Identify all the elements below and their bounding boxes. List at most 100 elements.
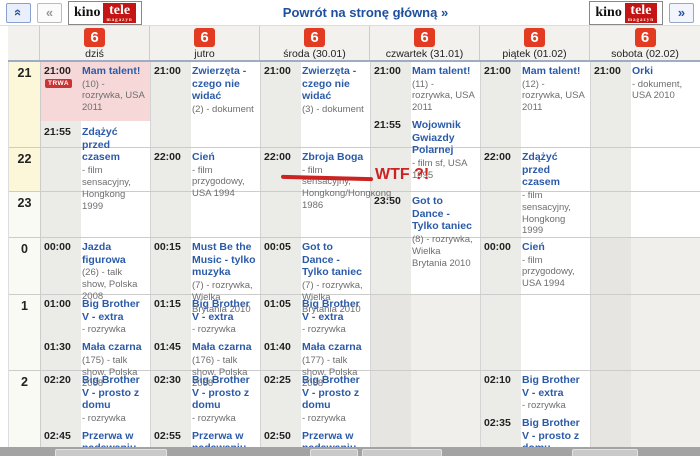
program-details: - rozrywka	[302, 412, 346, 424]
program-title-link[interactable]: Big Brother V - extra	[522, 374, 580, 399]
program-body: Mała czarna (177) - talk show, Polska 200…	[301, 341, 370, 390]
program-time-text: 02:55	[154, 429, 181, 442]
program-title-link[interactable]: Mała czarna	[82, 341, 142, 354]
program-time: 02:30	[151, 374, 191, 425]
program-time: 22:00	[151, 151, 191, 200]
program-time: 02:55	[151, 430, 191, 455]
program-title-link[interactable]: Big Brother V - extra	[82, 298, 140, 323]
program-details: (12) - rozrywka, USA 2011	[522, 78, 585, 114]
program-entry: 21:55 Zdążyć przed czasem - film sensacyjn…	[41, 126, 150, 212]
program-time-text: 00:15	[154, 241, 181, 253]
program-time: 00:00	[41, 241, 81, 303]
program-title-link[interactable]: Big Brother V - prosto z domu	[192, 374, 250, 412]
kinotele-logo-right[interactable]: kino tele magazyn	[589, 0, 663, 25]
program-details: (177) - talk show, Polska 2008	[302, 354, 358, 390]
day-header-tab[interactable]: 6 jutro	[150, 26, 260, 60]
previous-days-button[interactable]: «	[37, 2, 62, 23]
program-time: 21:00	[481, 65, 521, 114]
schedule-row: 2 02:20 Big Brother V - prosto z domu - roz…	[9, 371, 700, 456]
schedule-cell	[371, 295, 481, 370]
day-label: dziś	[85, 48, 104, 60]
program-title-link[interactable]: Cień	[522, 241, 545, 253]
chevron-left-icon: «	[45, 5, 54, 20]
program-entry: 02:25 Big Brother V - prosto z domu - rozr…	[261, 374, 370, 425]
day-header-tab[interactable]: 6 piątek (01.02)	[480, 26, 590, 60]
schedule-cell: 00:15 Must Be the Music - tylko muzyka (7)…	[151, 238, 261, 315]
bottom-cutoff-strip	[0, 447, 700, 456]
next-days-button[interactable]: »	[669, 2, 694, 23]
program-title-link[interactable]: Must Be the Music - tylko muzyka	[192, 241, 256, 279]
program-title-link[interactable]: Big Brother V - extra	[302, 298, 360, 323]
program-time: 01:40	[261, 341, 301, 390]
program-title-link[interactable]: Mała czarna	[302, 341, 362, 354]
schedule-cell: 23:50 Got to Dance - Tylko taniec (8) - ro…	[371, 192, 481, 269]
program-title-link[interactable]: Big Brother V - prosto z domu	[302, 374, 360, 412]
program-title-link[interactable]: Mam talent!	[522, 65, 581, 77]
program-details: (175) - talk show, Polska 2008	[82, 354, 138, 390]
program-time-text: 01:00	[44, 298, 71, 310]
schedule-cell	[151, 192, 261, 237]
program-entry: 21:00 Zwierzęta - czego nie widać (2) - do…	[151, 65, 260, 116]
day-header-tab[interactable]: 6 dziś	[40, 26, 150, 60]
program-title-link[interactable]: Big Brother V - extra	[192, 298, 250, 323]
program-title-link[interactable]: Got to Dance - Tylko taniec	[302, 241, 362, 279]
schedule-cell	[481, 192, 591, 237]
program-body: Big Brother V - extra - rozrywka	[81, 298, 150, 336]
back-to-homepage-link[interactable]: Powrót na stronę główną »	[282, 5, 449, 20]
scroll-top-button[interactable]: «	[6, 2, 31, 23]
program-entry: 21:00 Zwierzęta - czego nie widać (3) - do…	[261, 65, 370, 116]
program-time: 21:00	[371, 65, 411, 114]
program-entry: 22:00 Zdążyć przed czasem - film sensacyjn…	[481, 151, 590, 237]
program-details: - film przygodowy, USA 1994	[192, 164, 245, 200]
program-entry: 01:00 Big Brother V - extra - rozrywka	[41, 298, 150, 336]
program-details: (8) - rozrywka, Wielka Brytania 2010	[412, 233, 473, 269]
program-title-link[interactable]: Zbroja Boga	[302, 151, 364, 163]
program-entry: 00:00 Jazda figurowa (26) - talk show, Pol…	[41, 241, 150, 303]
schedule-cell: 01:00 Big Brother V - extra - rozrywka 01:3…	[41, 295, 151, 389]
program-title-link[interactable]: Zdążyć przed czasem	[82, 126, 120, 164]
program-title-link[interactable]: Mam talent!	[82, 65, 141, 77]
program-details: (26) - talk show, Polska 2008	[82, 267, 138, 302]
program-details: (10) - rozrywka, USA 2011	[82, 78, 145, 114]
program-title-link[interactable]: Big Brother V - prosto z domu	[82, 374, 140, 412]
program-title-link[interactable]: Zwierzęta - czego nie widać	[302, 65, 357, 103]
program-title-link[interactable]: Zdążyć przed czasem	[522, 151, 560, 189]
hour-label: 21	[9, 62, 41, 147]
kinotele-logo-left[interactable]: kino tele magazyn	[68, 0, 142, 25]
program-title-link[interactable]: Mała czarna	[192, 341, 252, 354]
day-header-tab[interactable]: 6 sobota (02.02)	[590, 26, 700, 60]
program-title-link[interactable]: Got to Dance - Tylko taniec	[412, 195, 472, 233]
schedule-cell: 21:00 TRWA Mam talent! (10) - rozrywka, USA…	[41, 62, 151, 212]
partial-button	[362, 449, 442, 456]
schedule-cell: 00:00 Cień - film przygodowy, USA 1994	[481, 238, 591, 294]
program-time-text: 02:30	[154, 374, 181, 386]
program-body: Jazda figurowa (26) - talk show, Polska 2…	[81, 241, 150, 303]
program-title-link[interactable]: Orki	[632, 65, 654, 77]
program-title-link[interactable]: Cień	[192, 151, 215, 163]
program-time-text: 02:45	[44, 429, 71, 442]
toolbar: « « kino tele magazyn Powrót na stronę g…	[0, 0, 700, 26]
program-body: Orki - dokument, USA 2010	[631, 65, 700, 102]
program-details: (3) - dokument	[302, 103, 364, 115]
program-body: Mała czarna (175) - talk show, Polska 200…	[81, 341, 150, 390]
program-time: 21:00 TRWA	[41, 65, 81, 114]
program-entry: 01:15 Big Brother V - extra - rozrywka	[151, 298, 260, 336]
program-body: Big Brother V - prosto z domu- rozrywka	[81, 374, 150, 425]
partial-button	[572, 449, 638, 456]
day-header-tab[interactable]: 6 środa (30.01)	[260, 26, 370, 60]
logo-tele-text: tele magazyn	[103, 2, 136, 23]
hour-label: 2	[9, 371, 41, 447]
logo-kino-text: kino	[74, 4, 101, 20]
schedule-cell: 00:05 Got to Dance - Tylko taniec (7) - ro…	[261, 238, 371, 315]
day-label: piątek (01.02)	[502, 48, 567, 60]
program-title-link[interactable]: Zwierzęta - czego nie widać	[192, 65, 247, 103]
program-title-link[interactable]: Mam talent!	[412, 65, 471, 77]
program-time-text: 21:00	[484, 65, 511, 77]
program-title-link[interactable]: Jazda figurowa	[82, 241, 126, 266]
day-header-tab[interactable]: 6 czwartek (31.01)	[370, 26, 480, 60]
program-title-link[interactable]: Wojownik Gwiazdy Polarnej	[412, 119, 461, 157]
program-time-text: 22:00	[484, 151, 511, 163]
program-time-text: 01:45	[154, 341, 181, 354]
live-badge: TRWA	[45, 79, 73, 88]
